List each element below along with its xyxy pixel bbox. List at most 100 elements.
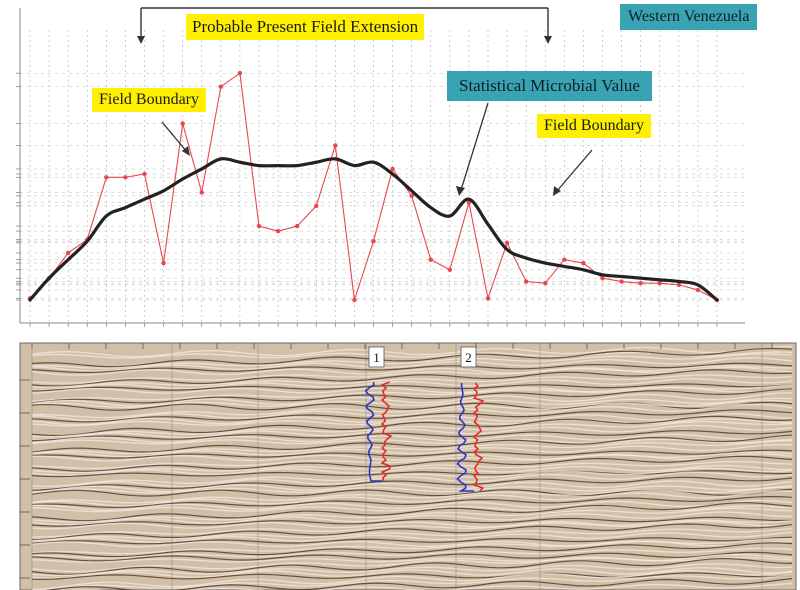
seismic-reflector [32, 421, 793, 438]
raw-data-point [180, 121, 185, 126]
seismic-reflector [32, 365, 792, 384]
field-extension-bracket [137, 7, 552, 44]
well-label-box [368, 346, 385, 368]
seismic-reflector [32, 392, 793, 407]
raw-data-point [123, 175, 128, 180]
seismic-reflector [32, 563, 793, 577]
raw-data-point [504, 240, 510, 246]
well-label-box [460, 346, 477, 368]
well-1: 1 [364, 346, 393, 482]
seismic-reflector [32, 536, 793, 545]
seismic-reflector [32, 551, 793, 562]
seismic-reflector [32, 374, 793, 388]
well-label: 1 [373, 350, 380, 365]
raw-data-point [619, 279, 624, 284]
microbial-value-arrow [460, 102, 489, 191]
raw-data-point [523, 279, 529, 284]
raw-data-point [237, 71, 243, 76]
seismic-reflector [32, 470, 793, 478]
raw-data-point [218, 84, 224, 89]
seismic-reflector [32, 480, 793, 494]
raw-data-point [352, 297, 357, 303]
seismic-reflector [32, 434, 793, 453]
well-log-red [380, 381, 393, 482]
seismic-reflector [32, 409, 793, 423]
field-boundary-right-arrow [556, 149, 593, 192]
raw-data-point [447, 267, 453, 272]
seismic-reflector [32, 345, 792, 358]
seismic-reflector [32, 558, 793, 575]
raw-data-point [256, 223, 262, 229]
field-boundary-left-label: Field Boundary [92, 88, 206, 113]
raw-data-point [600, 275, 605, 281]
well-log-blue [364, 381, 382, 482]
seismic-reflector [32, 362, 793, 373]
raw-data-point [543, 281, 548, 286]
seismic-reflector [32, 424, 793, 441]
raw-data-point [294, 223, 300, 229]
seismic-reflector [32, 439, 793, 455]
seismic-reflector [32, 449, 793, 459]
seismic-reflector [32, 476, 793, 491]
well-2: 2 [456, 346, 485, 492]
seismic-reflector [32, 415, 793, 437]
well-log-blue [456, 382, 474, 492]
raw-data-point [161, 260, 166, 266]
seismic-reflector [32, 547, 793, 559]
seismic-reflector [32, 383, 793, 392]
seismic-reflector [32, 418, 792, 427]
seismic-reflector [32, 366, 793, 376]
microbial-plot [16, 8, 745, 327]
seismic-reflector [32, 507, 793, 523]
raw-data-point [65, 250, 71, 256]
raw-data-point [333, 143, 338, 148]
seismic-reflector [32, 553, 793, 573]
field-boundary-left-arrow [161, 121, 188, 153]
seismic-reflector [32, 353, 793, 369]
field-extension-label: Probable Present Field Extension [186, 14, 425, 40]
seismic-reflector [32, 384, 793, 403]
raw-data-point [275, 228, 281, 234]
seismic-reflector [32, 433, 793, 444]
seismic-reflector [32, 397, 793, 408]
raw-data-point [485, 296, 491, 301]
seismic-reflector [32, 520, 793, 530]
seismic-reflector [32, 453, 793, 462]
seismic-reflector [32, 516, 793, 527]
seismic-reflector [32, 486, 793, 504]
seismic-reflector [32, 511, 793, 526]
seismic-reflector [32, 502, 793, 522]
raw-data-point [390, 166, 395, 172]
seismic-reflector [32, 499, 793, 511]
seismic-reflector [32, 523, 793, 541]
raw-data-point [657, 281, 662, 286]
seismic-reflector [32, 369, 793, 387]
seismic-reflector [32, 485, 793, 494]
seismic-reflector [32, 444, 793, 458]
seismic-reflector [32, 399, 793, 419]
raw-data-point [562, 257, 567, 262]
field-boundary-right-label: Field Boundary [537, 114, 651, 139]
seismic-reflector [32, 527, 793, 542]
seismic-reflector [32, 403, 793, 422]
seismic-reflector [32, 357, 793, 372]
seismic-reflector [32, 464, 793, 476]
seismic-reflector [32, 451, 793, 470]
seismic-reflector [32, 569, 793, 590]
seismic-reflector [32, 566, 793, 580]
raw-data-point [638, 281, 643, 286]
annotation-arrows [161, 102, 593, 196]
raw-data-point [581, 260, 586, 266]
raw-data-point [676, 282, 682, 288]
smoothed-trend-curve [28, 157, 719, 302]
raw-data-point [428, 257, 433, 262]
raw-data-point [142, 171, 147, 177]
seismic-reflector [32, 531, 793, 544]
seismic-reflector [32, 467, 793, 487]
microbial-value-label: Statistical Microbial Value [447, 71, 652, 101]
region-label: Western Venezuela [620, 4, 758, 31]
well-label: 2 [465, 350, 472, 365]
seismic-reflector [32, 542, 793, 558]
seismic-reflector [32, 347, 793, 368]
